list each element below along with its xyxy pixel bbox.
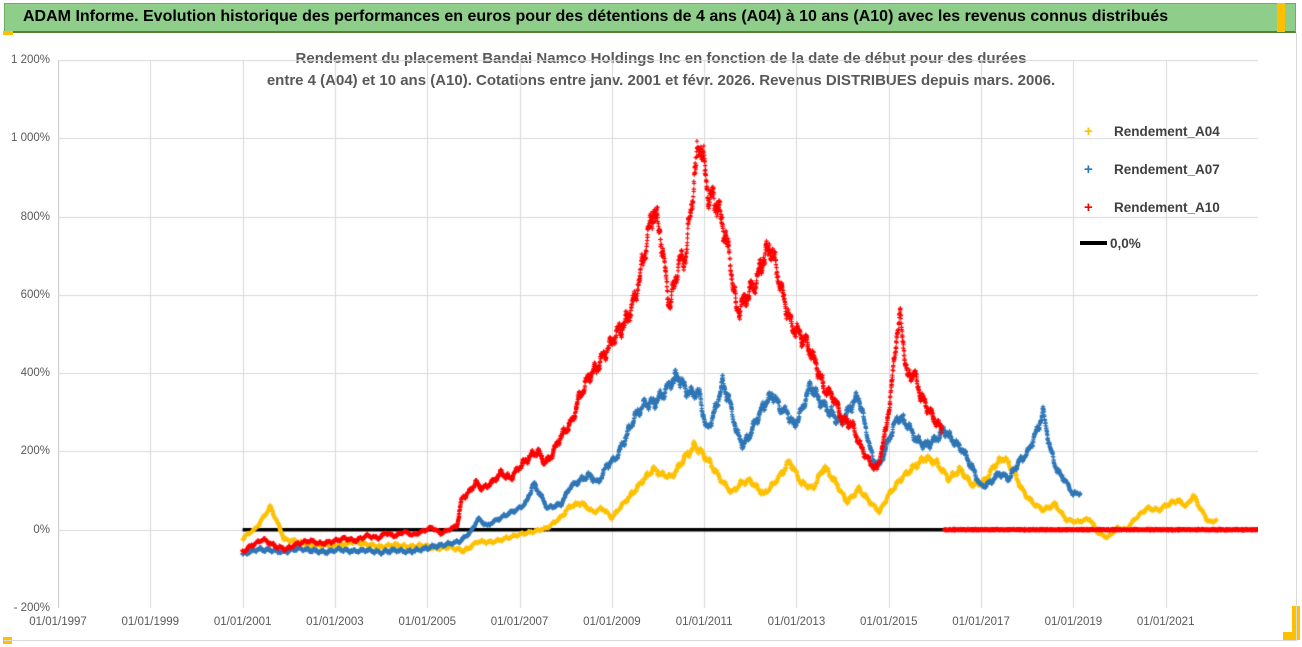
plus-marker-icon: + (1084, 122, 1093, 140)
chart-object-frame (4, 33, 1297, 641)
x-tick-label: 01/01/2005 (398, 616, 456, 628)
y-tick-label: 1 200% (10, 54, 50, 66)
y-tick-label: 400% (20, 367, 50, 380)
gold-accent-top-left (3, 31, 13, 35)
x-tick-label: 01/01/2011 (675, 616, 733, 628)
header-title-text: ADAM Informe. Evolution historique des p… (23, 8, 1169, 25)
legend-label: Rendement_A04 (1114, 123, 1220, 139)
legend-label: Rendement_A10 (1114, 199, 1220, 215)
gold-accent-bottom-right-horizontal (1283, 632, 1300, 640)
gold-accent-header-right (1277, 3, 1285, 32)
legend-item-rendement-a10[interactable]: + Rendement_A10 (1080, 197, 1220, 217)
y-tick-label: - 200% (13, 602, 50, 614)
legend-label: Rendement_A07 (1114, 161, 1220, 177)
x-tick-label: 01/01/1997 (29, 616, 87, 628)
y-tick-label: 0% (33, 523, 50, 536)
legend-item-rendement-a07[interactable]: + Rendement_A07 (1080, 159, 1220, 179)
x-tick-label: 01/01/2007 (490, 616, 549, 628)
legend-label: 0,0% (1110, 235, 1141, 251)
x-tick-label: 01/01/2009 (583, 616, 641, 628)
scatter-plot-canvas[interactable] (58, 60, 1258, 608)
x-tick-label: 01/01/2001 (213, 616, 272, 628)
x-tick-label: 01/01/2003 (306, 616, 364, 628)
x-tick-label: 01/01/2021 (1136, 616, 1195, 628)
x-tick-label: 01/01/1999 (121, 616, 180, 628)
header-title-cell[interactable]: ADAM Informe. Evolution historique des p… (4, 3, 1296, 33)
x-tick-label: 01/01/2019 (1044, 616, 1103, 628)
legend-item-rendement-a04[interactable]: + Rendement_A04 (1080, 121, 1220, 141)
black-line-swatch-icon (1080, 241, 1107, 245)
y-tick-label: 200% (20, 445, 50, 458)
legend-item-zero-line[interactable]: 0,0% (1080, 233, 1141, 253)
plus-marker-icon: + (1084, 198, 1093, 216)
x-tick-label: 01/01/2013 (767, 616, 826, 628)
plus-marker-icon: + (1084, 160, 1093, 178)
y-tick-label: 600% (20, 288, 50, 301)
y-tick-label: 800% (20, 210, 50, 223)
y-tick-label: 1 000% (10, 132, 50, 145)
x-tick-label: 01/01/2017 (952, 616, 1010, 628)
x-tick-label: 01/01/2015 (859, 616, 918, 628)
